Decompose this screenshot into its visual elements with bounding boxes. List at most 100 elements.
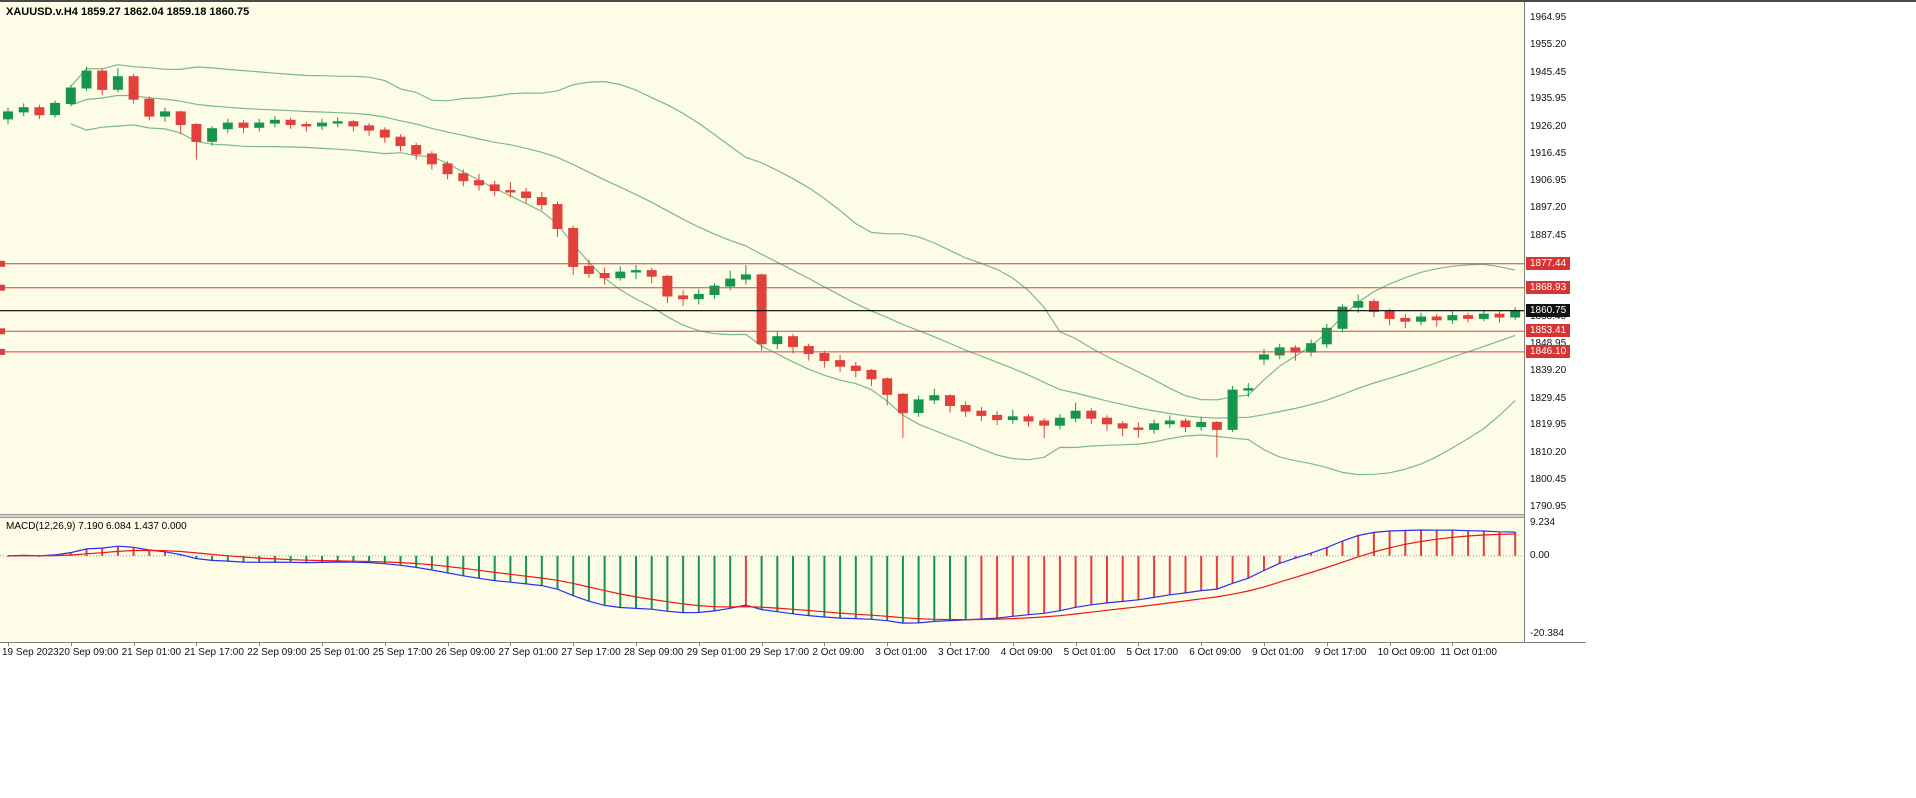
current-price-badge: 1860.75 (1526, 303, 1571, 317)
candle-body (3, 111, 13, 120)
time-tick-label: 11 Oct 01:00 (1440, 647, 1497, 658)
candle-body (489, 184, 500, 191)
time-tick (950, 643, 951, 646)
macd-histogram-bar (336, 555, 339, 563)
macd-histogram-bar (635, 555, 637, 609)
candle-body (788, 336, 798, 348)
macd-histogram-bar (776, 555, 779, 612)
time-tick-label: 29 Sep 17:00 (749, 647, 810, 658)
time-tick (1201, 643, 1203, 646)
candle-body (34, 107, 45, 116)
candle-body (646, 270, 657, 277)
time-tick-label: 10 Oct 09:00 (1377, 647, 1435, 658)
price-tick-label: 1829.45 (1530, 392, 1567, 404)
candle-body (458, 173, 469, 182)
macd-histogram-bar (933, 555, 936, 622)
price-tick-label: 1790.95 (1530, 500, 1567, 512)
time-tick-label: 9 Oct 01:00 (1252, 647, 1304, 658)
candle-body (395, 136, 406, 147)
candle-body (411, 145, 422, 155)
candle-body (866, 369, 877, 380)
candle-body (1478, 313, 1489, 319)
macd-histogram-bar (430, 555, 433, 570)
time-tick-label: 29 Sep 01:00 (686, 647, 747, 658)
bollinger-middle-band (70, 94, 1516, 419)
time-axis[interactable]: 19 Sep 2023 20 Sep 09:00 21 Sep 01:00 21 Se… (0, 642, 1586, 660)
candle-body (442, 163, 453, 175)
panel-splitter[interactable] (0, 514, 1586, 518)
macd-histogram-bar (839, 555, 842, 619)
candle-body (238, 122, 249, 128)
time-tick-label: 4 Oct 09:00 (1000, 647, 1053, 658)
macd-histogram-bar (666, 555, 669, 612)
macd-histogram-bar (352, 555, 355, 563)
macd-histogram-bar (1121, 555, 1124, 602)
macd-histogram-bar (446, 555, 449, 573)
macd-axis-label: -20.384 (1530, 627, 1564, 639)
macd-histogram-bar (1200, 555, 1203, 591)
candle-body (1494, 313, 1505, 318)
candle-body (269, 119, 280, 124)
candle-body (426, 153, 437, 165)
candle-body (678, 295, 689, 300)
time-tick (1012, 643, 1014, 646)
candle-body (18, 107, 29, 113)
candle-body (583, 265, 594, 274)
macd-histogram-bar (682, 555, 685, 613)
macd-histogram-bar (1011, 555, 1014, 617)
macd-histogram-bar (949, 555, 951, 621)
price-tick-label: 1926.20 (1530, 120, 1567, 132)
candle-body (1353, 301, 1364, 308)
candle-body (207, 128, 218, 142)
price-axis[interactable]: 1964.95 1955.20 1945.45 1935.95 1926.20 1916.… (1524, 2, 1586, 642)
macd-histogram-bar (164, 551, 166, 556)
macd-histogram-bar (854, 555, 857, 619)
macd-histogram-bar (1420, 530, 1422, 556)
candle-body (1227, 389, 1238, 430)
candle-body (631, 270, 641, 273)
candle-body (317, 122, 327, 127)
candle-body (960, 405, 971, 412)
window-top-edge (0, 0, 1916, 2)
chart-canvas[interactable] (0, 2, 1524, 642)
time-tick-label: 5 Oct 17:00 (1126, 647, 1179, 658)
macd-histogram-bar (462, 555, 465, 576)
candle-body (1416, 316, 1426, 322)
candle-body (803, 346, 814, 354)
price-tick-label: 1935.95 (1530, 93, 1567, 105)
time-tick-label: 25 Sep 17:00 (372, 647, 433, 658)
price-level-badge: 1846.10 (1526, 344, 1571, 358)
macd-histogram-bar (1388, 531, 1391, 556)
time-tick (8, 643, 9, 646)
macd-indicator-label: MACD(12,26,9) 7.190 6.084 1.437 0.000 (6, 521, 187, 532)
macd-histogram-bar (1153, 555, 1156, 598)
macd-histogram-bar (744, 555, 747, 606)
candle-body (1164, 420, 1175, 425)
candle-body (819, 353, 830, 361)
macd-histogram-bar (1310, 553, 1313, 556)
price-tick-label: 1848.95 (1530, 337, 1567, 349)
candle-body (364, 125, 375, 131)
macd-histogram-bar (69, 552, 72, 556)
time-tick-label: 27 Sep 17:00 (561, 647, 621, 658)
price-tick-label: 1887.45 (1530, 229, 1567, 241)
price-tick-label: 1810.20 (1530, 446, 1567, 458)
time-tick (70, 643, 72, 646)
candle-body (976, 410, 987, 416)
candle-body (552, 204, 563, 230)
candle-body (662, 275, 673, 297)
macd-histogram-bar (1404, 530, 1407, 556)
candle-body (348, 121, 359, 127)
macd-histogram-bar (132, 547, 135, 556)
macd-histogram-bar (587, 555, 590, 602)
candle-body (615, 271, 626, 279)
macd-histogram-bar (1043, 555, 1046, 614)
candle-body (929, 395, 940, 401)
candle-body (913, 399, 924, 413)
time-tick-label: 3 Oct 01:00 (875, 647, 927, 658)
macd-histogram-bar (226, 555, 229, 562)
time-tick (322, 643, 323, 646)
macd-histogram-bar (572, 555, 575, 596)
candle-body (160, 111, 170, 117)
macd-histogram-bar (886, 555, 889, 621)
